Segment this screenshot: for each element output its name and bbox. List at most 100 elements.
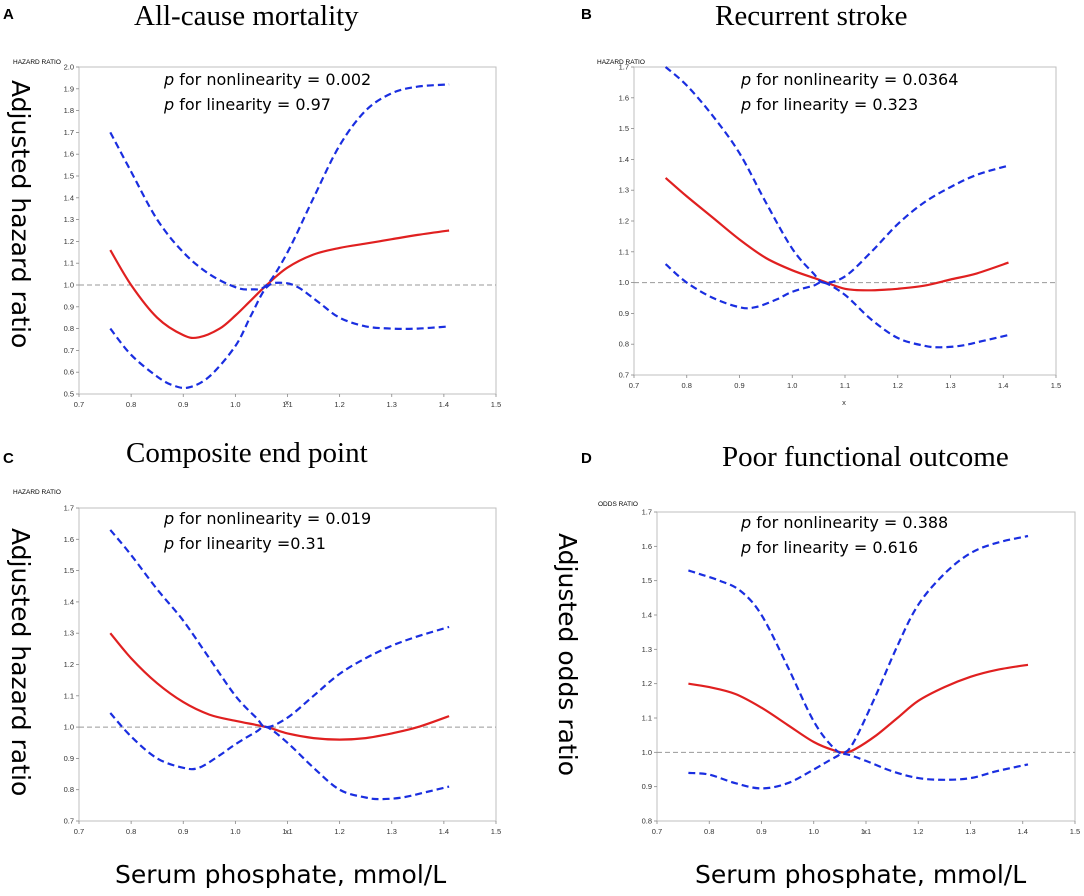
panel-letter-d: D [581, 450, 592, 467]
x-tick-label: 1.3 [965, 827, 975, 836]
x-tick-label: 1.0 [787, 381, 797, 390]
x-tick-label: 0.8 [126, 400, 136, 409]
y-tick-label: 0.8 [619, 340, 629, 349]
panel-letter-b: B [581, 6, 592, 23]
y-tick-label: 1.1 [642, 714, 652, 723]
p-linearity-annotation: p for linearity = 0.97 [163, 95, 331, 114]
x-tick-label: 0.9 [178, 400, 188, 409]
y-tick-label: 1.0 [642, 748, 652, 757]
x-tick-label: 0.8 [704, 827, 714, 836]
shared-xlabel-left: Serum phosphate, mmol/L [115, 860, 447, 889]
x-tick-label: 1.1 [282, 400, 292, 409]
y-tick-label: 1.4 [64, 597, 74, 606]
x-tick-label: 1.5 [1070, 827, 1080, 836]
estimate-line [109, 229, 450, 340]
y-tick-label: 1.0 [64, 281, 74, 290]
p-symbol: p [740, 538, 751, 557]
y-tick-label: 1.4 [619, 155, 629, 164]
x-axis-label: x [285, 827, 289, 836]
p-value-text: for nonlinearity = 0.0364 [751, 70, 958, 89]
p-symbol: p [163, 95, 174, 114]
p-nonlinearity-annotation: p for nonlinearity = 0.388 [740, 513, 948, 532]
x-axis-label: x [842, 398, 846, 407]
x-tick-label: 1.5 [491, 827, 501, 836]
x-tick-label: 0.8 [682, 381, 692, 390]
y-tick-label: 1.3 [642, 645, 652, 654]
shared-xlabel-right: Serum phosphate, mmol/L [695, 860, 1027, 889]
y-tick-label: 0.9 [642, 782, 652, 791]
y-tick-label: 1.5 [64, 566, 74, 575]
y-tick-label: 1.4 [64, 193, 74, 202]
x-tick-label: 1.0 [230, 400, 240, 409]
p-value-text: for linearity = 0.97 [174, 95, 331, 114]
y-tick-label: 1.4 [642, 611, 652, 620]
p-linearity-annotation: p for linearity = 0.616 [740, 538, 918, 557]
y-tick-label: 0.9 [619, 309, 629, 318]
x-tick-label: 0.7 [74, 827, 84, 836]
y-tick-label: 1.2 [619, 217, 629, 226]
estimate-line [688, 663, 1029, 754]
p-symbol: p [163, 70, 174, 89]
lower-ci-line [688, 752, 1029, 790]
y-tick-label: 1.0 [64, 723, 74, 732]
y-tick-label: 0.9 [64, 302, 74, 311]
x-tick-label: 0.9 [734, 381, 744, 390]
y-tick-label: 1.6 [64, 535, 74, 544]
upper-ci-line [109, 529, 450, 729]
y-tick-label: 1.8 [64, 106, 74, 115]
y-tick-label: 1.5 [642, 576, 652, 585]
estimate-line [664, 177, 1009, 292]
y-tick-label: 1.6 [619, 93, 629, 102]
x-tick-label: 1.3 [387, 400, 397, 409]
y-tick-label: 1.6 [642, 542, 652, 551]
x-tick-label: 1.3 [387, 827, 397, 836]
y-tick-label: 1.7 [64, 128, 74, 137]
x-tick-label: 1.1 [840, 381, 850, 390]
chart-panel-b: 0.7 0.8 0.9 1.0 1.1 1.2 1.3 1.4 1.5 1.6 1.7 0.7 0.8 0… [597, 59, 1061, 407]
y-tick-label: 1.3 [64, 215, 74, 224]
y-tick-label: 1.2 [642, 679, 652, 688]
y-tick-label: 0.7 [64, 346, 74, 355]
x-tick-label: 1.2 [893, 381, 903, 390]
x-tick-label: 0.7 [629, 381, 639, 390]
x-tick-label: 0.9 [178, 827, 188, 836]
estimate-line [109, 632, 450, 741]
p-symbol: p [740, 513, 751, 532]
plot-frame [78, 66, 497, 395]
y-tick-label: 0.7 [64, 817, 74, 826]
x-tick-label: 1.5 [1051, 381, 1061, 390]
y-tick-label: 1.9 [64, 84, 74, 93]
upper-ci-line [688, 534, 1029, 755]
x-tick-label: 1.0 [809, 827, 819, 836]
y-tick-label: 1.2 [64, 660, 74, 669]
y-tick-label: 1.7 [619, 63, 629, 72]
p-nonlinearity-annotation: p for nonlinearity = 0.019 [163, 509, 371, 528]
lower-ci-line [109, 712, 450, 801]
y-tick-label: 0.7 [619, 371, 629, 380]
x-tick-label: 1.2 [913, 827, 923, 836]
y-tick-label: 1.7 [642, 508, 652, 517]
p-symbol: p [740, 70, 751, 89]
y-tick-label: 1.3 [619, 186, 629, 195]
p-nonlinearity-annotation: p for nonlinearity = 0.002 [163, 70, 371, 89]
ratio-label: HAZARD RATIO [13, 489, 61, 496]
y-tick-label: 0.6 [64, 368, 74, 377]
x-tick-label: 0.8 [126, 827, 136, 836]
panel-letter-c: C [3, 450, 14, 467]
x-axis-label: x [285, 398, 289, 407]
x-axis-label: x [863, 827, 867, 836]
y-tick-label: 0.8 [64, 785, 74, 794]
panel-title-d: Poor functional outcome [722, 441, 1009, 473]
y-tick-label: 1.5 [619, 124, 629, 133]
p-value-text: for linearity = 0.323 [751, 95, 918, 114]
ratio-label: HAZARD RATIO [597, 59, 645, 66]
p-value-text: for linearity =0.31 [174, 534, 326, 553]
plot-frame [78, 507, 497, 822]
x-tick-label: 1.4 [998, 381, 1008, 390]
panel-letter-a: A [3, 6, 14, 23]
panel-title-b: Recurrent stroke [715, 0, 908, 32]
chart-panel-d: 0.80.91.01.11.21.31.41.51.61.70.7 0.8 0.9 1… [598, 501, 1080, 836]
p-symbol: p [740, 95, 751, 114]
x-tick-label: 0.7 [74, 400, 84, 409]
p-symbol: p [163, 509, 174, 528]
